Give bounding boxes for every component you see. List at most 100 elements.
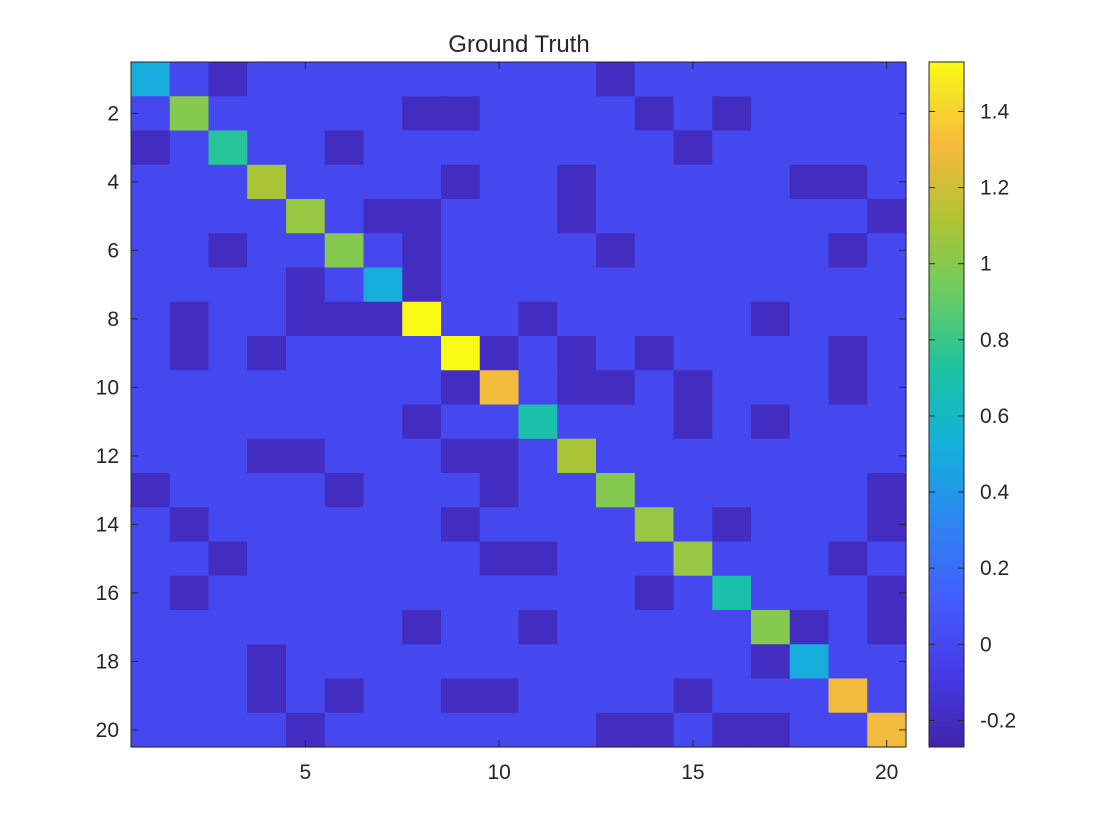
heatmap-cell (286, 199, 326, 234)
heatmap-cell (712, 301, 752, 337)
heatmap-cell (867, 473, 907, 508)
y-tick-label: 20 (96, 719, 119, 742)
heatmap-cell (634, 267, 675, 303)
heatmap-cell (789, 438, 830, 474)
heatmap-cell (557, 336, 597, 371)
heatmap-cell (673, 507, 713, 543)
heatmap-cell (751, 438, 791, 474)
heatmap-cell (596, 541, 636, 577)
heatmap-cell (324, 438, 365, 474)
heatmap-cell (402, 130, 442, 166)
heatmap-cell (363, 370, 403, 406)
heatmap-cell (712, 610, 752, 645)
heatmap-cell (828, 541, 868, 577)
heatmap-cell (518, 336, 558, 371)
heatmap-cell (828, 507, 868, 543)
heatmap-cell (169, 575, 210, 611)
heatmap-cell (828, 336, 868, 371)
chart-title: Ground Truth (448, 31, 589, 58)
heatmap-cell (441, 404, 481, 440)
heatmap-cell (208, 644, 248, 680)
heatmap-cell (751, 370, 791, 406)
heatmap-cell (596, 233, 636, 269)
heatmap-cell (131, 541, 171, 577)
heatmap-cell (518, 96, 558, 132)
heatmap-cell (169, 610, 210, 645)
heatmap-cell (208, 267, 248, 303)
heatmap-cell (751, 62, 791, 97)
heatmap-cell (363, 336, 403, 371)
heatmap-cell (596, 96, 636, 132)
heatmap-cell (131, 610, 171, 645)
heatmap-cell (557, 678, 597, 714)
heatmap-cell (169, 233, 210, 269)
heatmap-cell (479, 370, 520, 406)
heatmap-cell (247, 301, 287, 337)
colorbar-axis: -0.2 0 0.2 0.4 0.6 0.8 1 1.2 1.4 (929, 100, 1016, 732)
heatmap-cell (673, 336, 713, 371)
heatmap-cell (479, 644, 520, 680)
heatmap-cell (479, 610, 520, 645)
colorbar-tick-label: 0.2 (980, 557, 1009, 580)
heatmap-cell (208, 712, 248, 748)
heatmap-cell (286, 507, 326, 543)
heatmap-cell (324, 404, 365, 440)
colorbar-tick-label: 0.4 (980, 481, 1010, 504)
colorbar-tick-label: 1.2 (980, 177, 1009, 200)
heatmap-cell (363, 644, 403, 680)
heatmap-cell (363, 62, 403, 97)
heatmap-cell (557, 164, 597, 200)
heatmap-cell (712, 404, 752, 440)
heatmap-cell (324, 130, 365, 166)
heatmap-cell (518, 507, 558, 543)
heatmap-cell (596, 370, 636, 406)
heatmap-cell (712, 438, 752, 474)
heatmap-cell (363, 473, 403, 508)
heatmap-cell (789, 644, 830, 680)
heatmap-cell (712, 267, 752, 303)
heatmap-cell (673, 96, 713, 132)
heatmap-cell (131, 199, 171, 234)
heatmap-cell (286, 404, 326, 440)
heatmap-cell (247, 199, 287, 234)
y-tick-label: 6 (107, 239, 119, 262)
heatmap-cell (634, 541, 675, 577)
heatmap-cell (596, 712, 636, 748)
heatmap-cell (634, 130, 675, 166)
heatmap-cell (363, 678, 403, 714)
heatmap-cell (828, 404, 868, 440)
heatmap-cell (828, 370, 868, 406)
heatmap-cell (712, 575, 752, 611)
heatmap-cell (208, 575, 248, 611)
heatmap-cell (324, 678, 365, 714)
heatmap-cell (673, 473, 713, 508)
heatmap-cell (673, 130, 713, 166)
heatmap-cell (828, 301, 868, 337)
heatmap-cell (518, 541, 558, 577)
heatmap-cell (169, 130, 210, 166)
heatmap-cell (208, 233, 248, 269)
heatmap-cell (479, 541, 520, 577)
heatmap-cell (402, 267, 442, 303)
heatmap-cell (208, 62, 248, 97)
heatmap-cell (247, 62, 287, 97)
heatmap-cell (479, 199, 520, 234)
heatmap-cell (828, 678, 868, 714)
heatmap-cell (518, 644, 558, 680)
colorbar (928, 61, 965, 748)
heatmap-cell (441, 130, 481, 166)
heatmap-cell (479, 164, 520, 200)
colorbar-tick-label: 1 (980, 253, 992, 276)
heatmap-cell (324, 199, 365, 234)
heatmap-cell (286, 575, 326, 611)
heatmap-cell (247, 610, 287, 645)
heatmap-cell (363, 130, 403, 166)
heatmap-cell (208, 301, 248, 337)
heatmap-cell (867, 678, 907, 714)
heatmap-cell (402, 199, 442, 234)
heatmap-cell (789, 712, 830, 748)
heatmap-cell (402, 541, 442, 577)
heatmap-cell (441, 438, 481, 474)
heatmap-cell (634, 199, 675, 234)
y-axis: 2 4 6 8 10 12 14 16 18 20 (96, 102, 906, 742)
